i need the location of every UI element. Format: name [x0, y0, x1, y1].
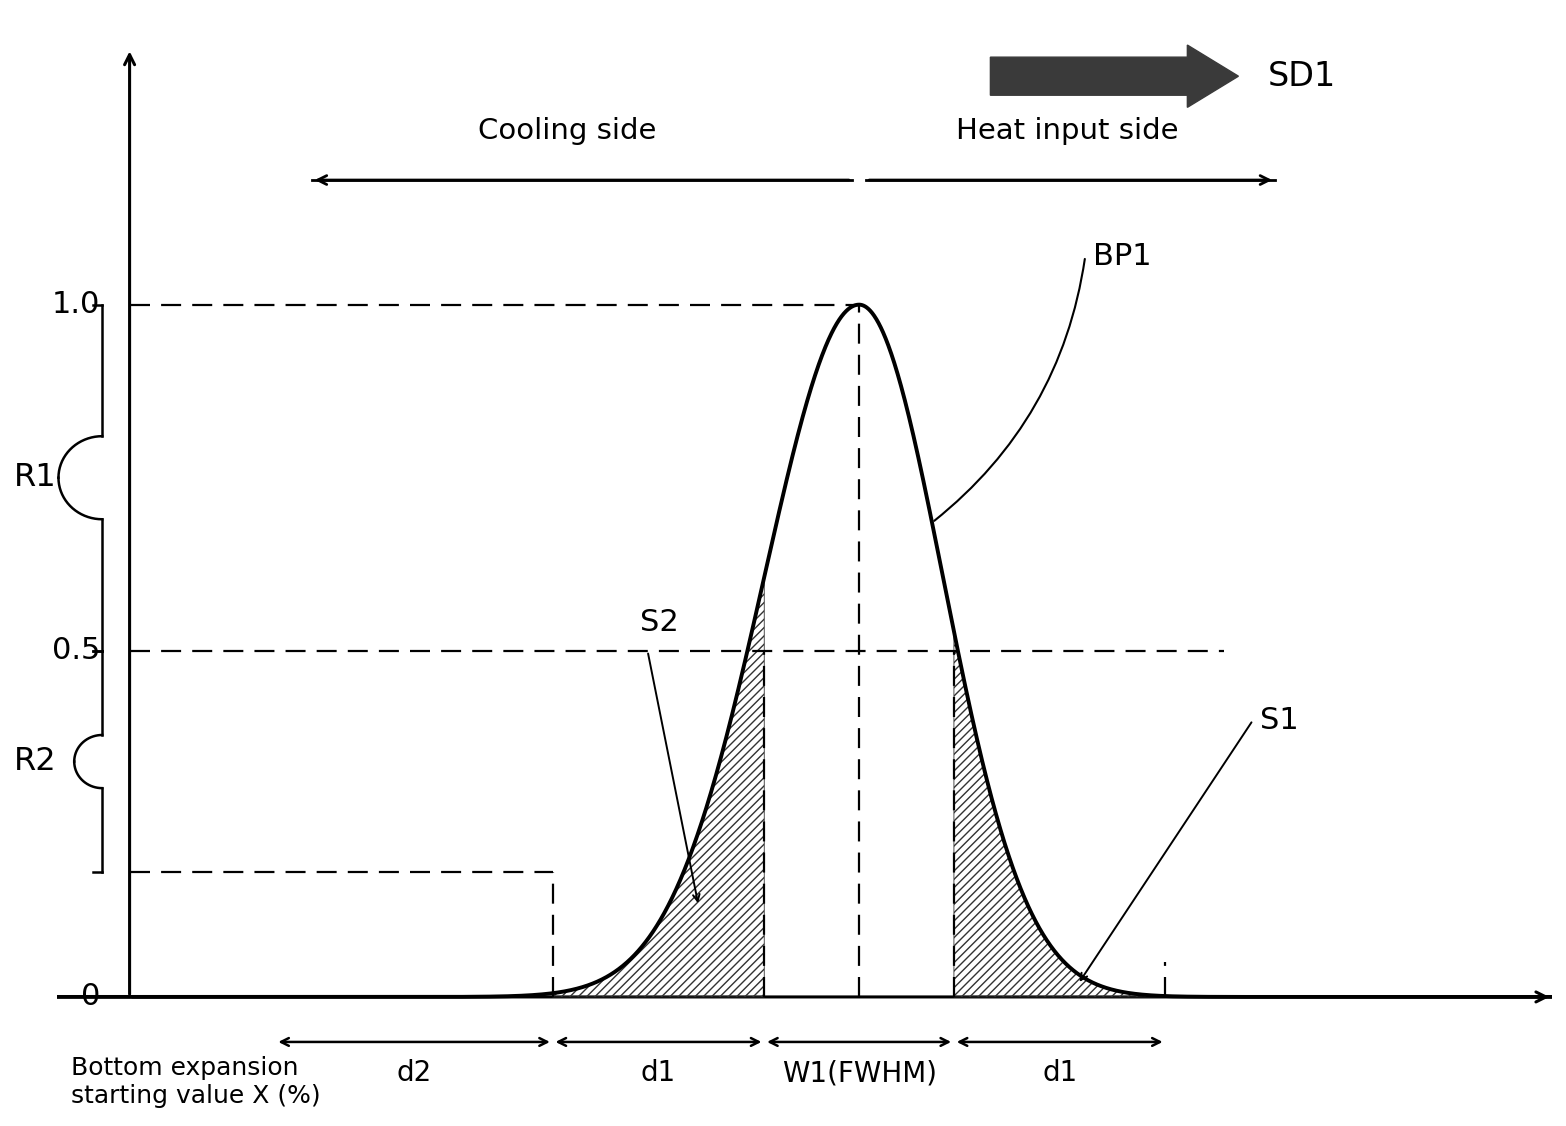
Text: 1.0: 1.0 — [52, 291, 100, 319]
Text: 0.5: 0.5 — [52, 636, 100, 665]
Text: BP1: BP1 — [1093, 242, 1151, 270]
Text: W1(FWHM): W1(FWHM) — [781, 1060, 936, 1088]
Text: R2: R2 — [14, 747, 56, 777]
Text: d1: d1 — [1041, 1060, 1077, 1088]
Text: Bottom expansion
starting value X (%): Bottom expansion starting value X (%) — [70, 1056, 321, 1108]
Text: Heat input side: Heat input side — [955, 117, 1178, 145]
Text: SD1: SD1 — [1267, 60, 1336, 92]
Text: 0: 0 — [81, 983, 100, 1011]
Text: S1: S1 — [1261, 706, 1300, 734]
Text: R1: R1 — [14, 463, 56, 493]
Text: Cooling side: Cooling side — [478, 117, 656, 145]
Text: S2: S2 — [640, 608, 680, 637]
Text: d2: d2 — [396, 1060, 432, 1088]
FancyArrow shape — [990, 45, 1239, 107]
Text: d1: d1 — [640, 1060, 677, 1088]
